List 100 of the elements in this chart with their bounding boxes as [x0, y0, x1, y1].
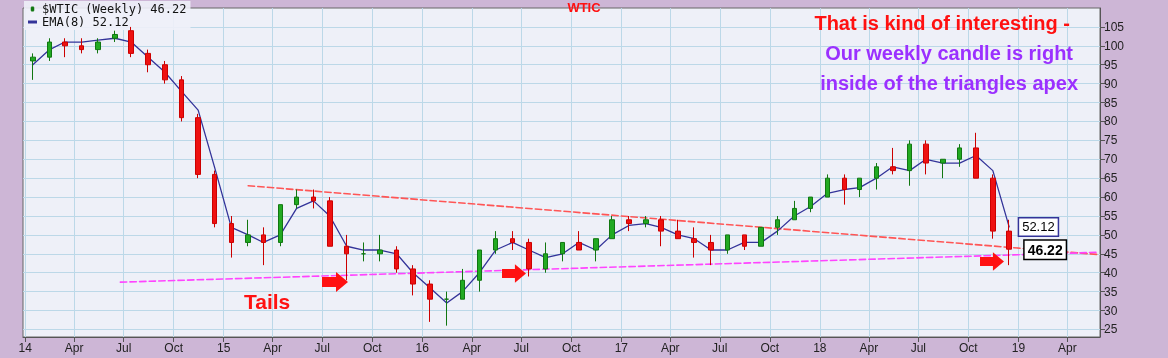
candlestick: [593, 238, 599, 262]
candlestick: [658, 215, 664, 247]
y-tick-label: 90: [1104, 76, 1118, 91]
candlestick: [543, 241, 548, 274]
candlestick: [361, 241, 366, 262]
candlestick: [377, 234, 383, 262]
candlestick: [229, 215, 234, 259]
candlestick: [47, 37, 52, 62]
candlestick: [477, 249, 482, 293]
candlestick: [427, 279, 433, 323]
candlestick: [444, 291, 449, 327]
y-tick-label: 55: [1104, 208, 1118, 223]
x-tick-label: Oct: [561, 341, 582, 355]
x-tick-label: 16: [415, 341, 430, 355]
legend-label: EMA(8) 52.12: [42, 15, 129, 29]
annotation: Our weekly candle is right inside of the triangles apex: [820, 42, 1078, 94]
candlestick: [626, 215, 632, 232]
candlestick: [311, 189, 316, 209]
candlestick: [675, 219, 681, 240]
y-tick-label: 105: [1104, 19, 1125, 34]
y-tick-label: 85: [1104, 95, 1118, 110]
x-tick-label: Jul: [314, 341, 330, 355]
candlestick: [30, 52, 36, 81]
y-tick-label: 45: [1104, 246, 1118, 261]
candlestick: [957, 143, 962, 168]
x-tick-label: Apr: [1058, 341, 1077, 355]
candlestick: [344, 234, 349, 281]
candlestick: [792, 200, 797, 221]
x-tick-label: Jul: [910, 341, 926, 355]
candlestick: [990, 173, 996, 240]
candlestick: [294, 189, 299, 209]
x-tick-label: 19: [1011, 341, 1026, 355]
x-tick-label: Jul: [712, 341, 728, 355]
y-tick-label: 75: [1104, 133, 1118, 148]
candlestick: [493, 230, 498, 255]
x-tick-label: Oct: [362, 341, 383, 355]
candlestick: [394, 245, 399, 274]
x-tick-label: Oct: [959, 341, 979, 355]
candlestick: [261, 226, 266, 266]
candlestick: [842, 173, 847, 206]
candlestick: [1006, 219, 1012, 266]
candlestick: [808, 196, 813, 213]
candlestick: [775, 215, 780, 236]
x-tick-label: Apr: [859, 341, 879, 355]
y-tick-label: 95: [1104, 57, 1118, 72]
candlestick: [725, 234, 730, 255]
candlestick: [95, 37, 101, 54]
candlestick: [62, 37, 68, 58]
y-tick-label: 30: [1104, 303, 1118, 318]
candlestick: [742, 234, 747, 251]
x-tick-label: 15: [217, 341, 231, 355]
y-tick-label: 40: [1104, 265, 1118, 280]
candlestick: [510, 230, 515, 251]
candlestick: [526, 238, 532, 277]
data-label: 52.12: [1022, 219, 1055, 235]
candlestick: [410, 264, 416, 296]
y-tick-label: 80: [1104, 114, 1118, 129]
candlestick: [708, 234, 714, 266]
x-tick-label: 17: [614, 341, 629, 355]
x-tick-label: 18: [813, 341, 827, 355]
candlestick: [576, 230, 582, 251]
x-tick-label: Apr: [64, 341, 84, 355]
y-tick-label: 100: [1104, 38, 1125, 53]
annotation: Tails: [244, 289, 291, 313]
y-tick-label: 65: [1104, 171, 1118, 186]
candlestick: [691, 226, 697, 259]
candlestick: [128, 26, 134, 58]
candlestick: [245, 219, 251, 247]
candlestick: [560, 241, 565, 262]
x-tick-label: Jul: [115, 341, 132, 355]
candlestick: [825, 173, 830, 198]
candlestick: [890, 147, 896, 175]
x-tick-label: Apr: [660, 341, 680, 355]
candlestick: [923, 139, 929, 175]
y-tick-label: 60: [1104, 190, 1118, 205]
candlestick: [179, 75, 184, 122]
candlestick: [857, 177, 862, 198]
candlestick: [758, 226, 764, 247]
y-tick-label: 25: [1104, 322, 1118, 337]
y-tick-label: 50: [1104, 227, 1118, 242]
candlestick: [212, 170, 217, 228]
x-tick-label: Apr: [263, 341, 283, 355]
y-tick-label: 35: [1104, 284, 1118, 299]
y-tick-label: 70: [1104, 152, 1118, 167]
candlestick: [112, 30, 118, 43]
candlestick: [643, 215, 649, 228]
candlestick: [327, 196, 333, 247]
candlestick: [162, 60, 168, 85]
candlestick: [973, 132, 979, 179]
x-tick-label: Oct: [164, 341, 184, 355]
candlestick: [79, 37, 84, 54]
candlestick: [195, 113, 201, 179]
x-tick-label: 14: [18, 341, 33, 355]
chart-title: WTIC: [567, 0, 602, 15]
candlestick: [907, 139, 912, 187]
candlestick: [145, 49, 151, 73]
annotation: That is kind of interesting -: [814, 12, 1071, 34]
legend-label: $WTIC (Weekly) 46.22: [42, 2, 187, 16]
x-tick-label: Jul: [513, 341, 529, 355]
x-tick-label: Apr: [462, 341, 482, 355]
